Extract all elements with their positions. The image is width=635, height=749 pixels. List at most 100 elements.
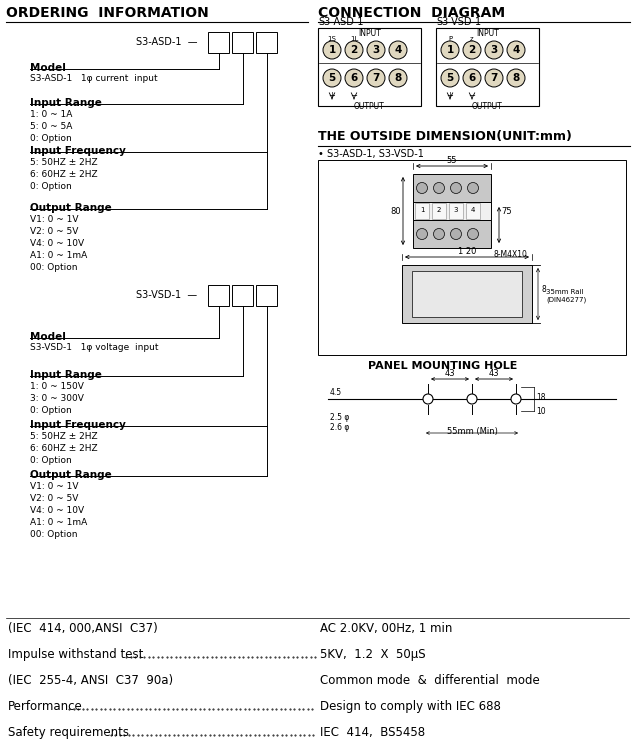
Text: Input Range: Input Range: [30, 370, 102, 380]
Text: V1: 0 ~ 1V: V1: 0 ~ 1V: [30, 482, 79, 491]
Text: (IEC  414, 000,ANSI  C37): (IEC 414, 000,ANSI C37): [8, 622, 157, 635]
Text: 1L: 1L: [350, 36, 358, 42]
Text: V1: 0 ~ 1V: V1: 0 ~ 1V: [30, 215, 79, 224]
Text: Input Frequency: Input Frequency: [30, 420, 126, 430]
Text: Model: Model: [30, 332, 66, 342]
Bar: [318, 160, 626, 355]
Circle shape: [345, 41, 363, 59]
Text: 3: 3: [490, 45, 498, 55]
Text: S3-VSD-1  —: S3-VSD-1 —: [136, 290, 197, 300]
Circle shape: [323, 69, 341, 87]
Text: 8-M4X10: 8-M4X10: [493, 250, 527, 259]
Text: IEC  414,  BS5458: IEC 414, BS5458: [320, 726, 425, 739]
Text: 0: Option: 0: Option: [30, 134, 72, 143]
Text: PANEL MOUNTING HOLE: PANEL MOUNTING HOLE: [368, 361, 518, 371]
Text: Design to comply with IEC 688: Design to comply with IEC 688: [320, 700, 501, 713]
Text: 4: 4: [394, 45, 402, 55]
Text: 1S: 1S: [328, 36, 337, 42]
Text: −: −: [351, 91, 358, 100]
Bar: [208, 32, 229, 53]
Text: +: +: [446, 91, 453, 100]
Text: 80: 80: [391, 207, 401, 216]
Circle shape: [467, 228, 479, 240]
Text: 5: 50HZ ± 2HZ: 5: 50HZ ± 2HZ: [30, 158, 98, 167]
Text: 0: Option: 0: Option: [30, 182, 72, 191]
Text: 3: 3: [372, 45, 380, 55]
Text: 3: 3: [454, 207, 458, 213]
Circle shape: [389, 69, 407, 87]
Text: 5: 5: [328, 73, 336, 83]
Text: 4: 4: [471, 207, 475, 213]
Text: 8: 8: [394, 73, 401, 83]
Text: INPUT: INPUT: [476, 29, 499, 38]
Text: z: z: [470, 36, 474, 42]
Bar: [413, 202, 491, 220]
Bar: [412, 271, 522, 317]
Text: Impulse withstand test: Impulse withstand test: [8, 648, 144, 661]
Bar: [402, 265, 532, 323]
Circle shape: [417, 228, 427, 240]
Text: 18: 18: [536, 392, 545, 401]
Text: V4: 0 ~ 10V: V4: 0 ~ 10V: [30, 506, 84, 515]
Text: 1: 0 ~ 1A: 1: 0 ~ 1A: [30, 110, 72, 119]
Text: 5KV,  1.2  X  50μS: 5KV, 1.2 X 50μS: [320, 648, 425, 661]
Bar: [415, 203, 429, 219]
Text: 3: 0 ~ 300V: 3: 0 ~ 300V: [30, 394, 84, 403]
Circle shape: [434, 228, 444, 240]
Text: 55: 55: [447, 156, 457, 165]
Bar: [413, 174, 491, 202]
Text: 1 20: 1 20: [458, 247, 476, 256]
Text: 0: Option: 0: Option: [30, 456, 72, 465]
Circle shape: [367, 41, 385, 59]
Text: Input Frequency: Input Frequency: [30, 146, 126, 156]
Text: Common mode  &  differential  mode: Common mode & differential mode: [320, 674, 540, 687]
Bar: [449, 203, 463, 219]
Text: Output Range: Output Range: [30, 203, 112, 213]
Text: 5: 5: [446, 73, 453, 83]
Text: A1: 0 ~ 1mA: A1: 0 ~ 1mA: [30, 251, 87, 260]
Text: S3-ASD-1  —: S3-ASD-1 —: [136, 37, 197, 47]
Text: OUTPUT: OUTPUT: [472, 102, 503, 111]
Text: 8: 8: [512, 73, 519, 83]
Circle shape: [389, 41, 407, 59]
Text: ORDERING  INFORMATION: ORDERING INFORMATION: [6, 6, 209, 20]
Circle shape: [417, 183, 427, 193]
Text: THE OUTSIDE DIMENSION(UNIT:mm): THE OUTSIDE DIMENSION(UNIT:mm): [318, 130, 572, 143]
Circle shape: [323, 41, 341, 59]
Bar: [436, 28, 539, 106]
Bar: [466, 203, 480, 219]
Text: Output Range: Output Range: [30, 470, 112, 480]
Text: 2.6 φ: 2.6 φ: [330, 423, 349, 432]
Circle shape: [434, 183, 444, 193]
Circle shape: [463, 41, 481, 59]
Bar: [256, 32, 277, 53]
Text: 1: 1: [328, 45, 336, 55]
Text: 6: 6: [351, 73, 358, 83]
Text: 75: 75: [501, 207, 512, 216]
Circle shape: [467, 394, 477, 404]
Text: 35mm Rail
(DIN46277): 35mm Rail (DIN46277): [546, 289, 586, 303]
Text: V2: 0 ~ 5V: V2: 0 ~ 5V: [30, 494, 78, 503]
Text: Input Range: Input Range: [30, 98, 102, 108]
Text: Performance: Performance: [8, 700, 83, 713]
Text: 6: 6: [469, 73, 476, 83]
Circle shape: [485, 69, 503, 87]
Text: 7: 7: [490, 73, 498, 83]
Bar: [413, 220, 491, 248]
Text: 00: Option: 00: Option: [30, 530, 77, 539]
Text: CONNECTION  DIAGRAM: CONNECTION DIAGRAM: [318, 6, 505, 20]
Bar: [232, 285, 253, 306]
Text: S3-ASD-1: S3-ASD-1: [318, 17, 363, 27]
Text: 8: 8: [541, 285, 545, 294]
Circle shape: [507, 69, 525, 87]
Text: (IEC  255-4, ANSI  C37  90a): (IEC 255-4, ANSI C37 90a): [8, 674, 173, 687]
Text: +: +: [328, 91, 335, 100]
Text: 2.5 φ: 2.5 φ: [330, 413, 349, 422]
Text: V4: 0 ~ 10V: V4: 0 ~ 10V: [30, 239, 84, 248]
Text: 43: 43: [489, 369, 499, 378]
Text: 4: 4: [512, 45, 519, 55]
Text: 5: 0 ~ 5A: 5: 0 ~ 5A: [30, 122, 72, 131]
Text: 2: 2: [437, 207, 441, 213]
Text: 55mm (Min): 55mm (Min): [446, 427, 497, 436]
Circle shape: [441, 41, 459, 59]
